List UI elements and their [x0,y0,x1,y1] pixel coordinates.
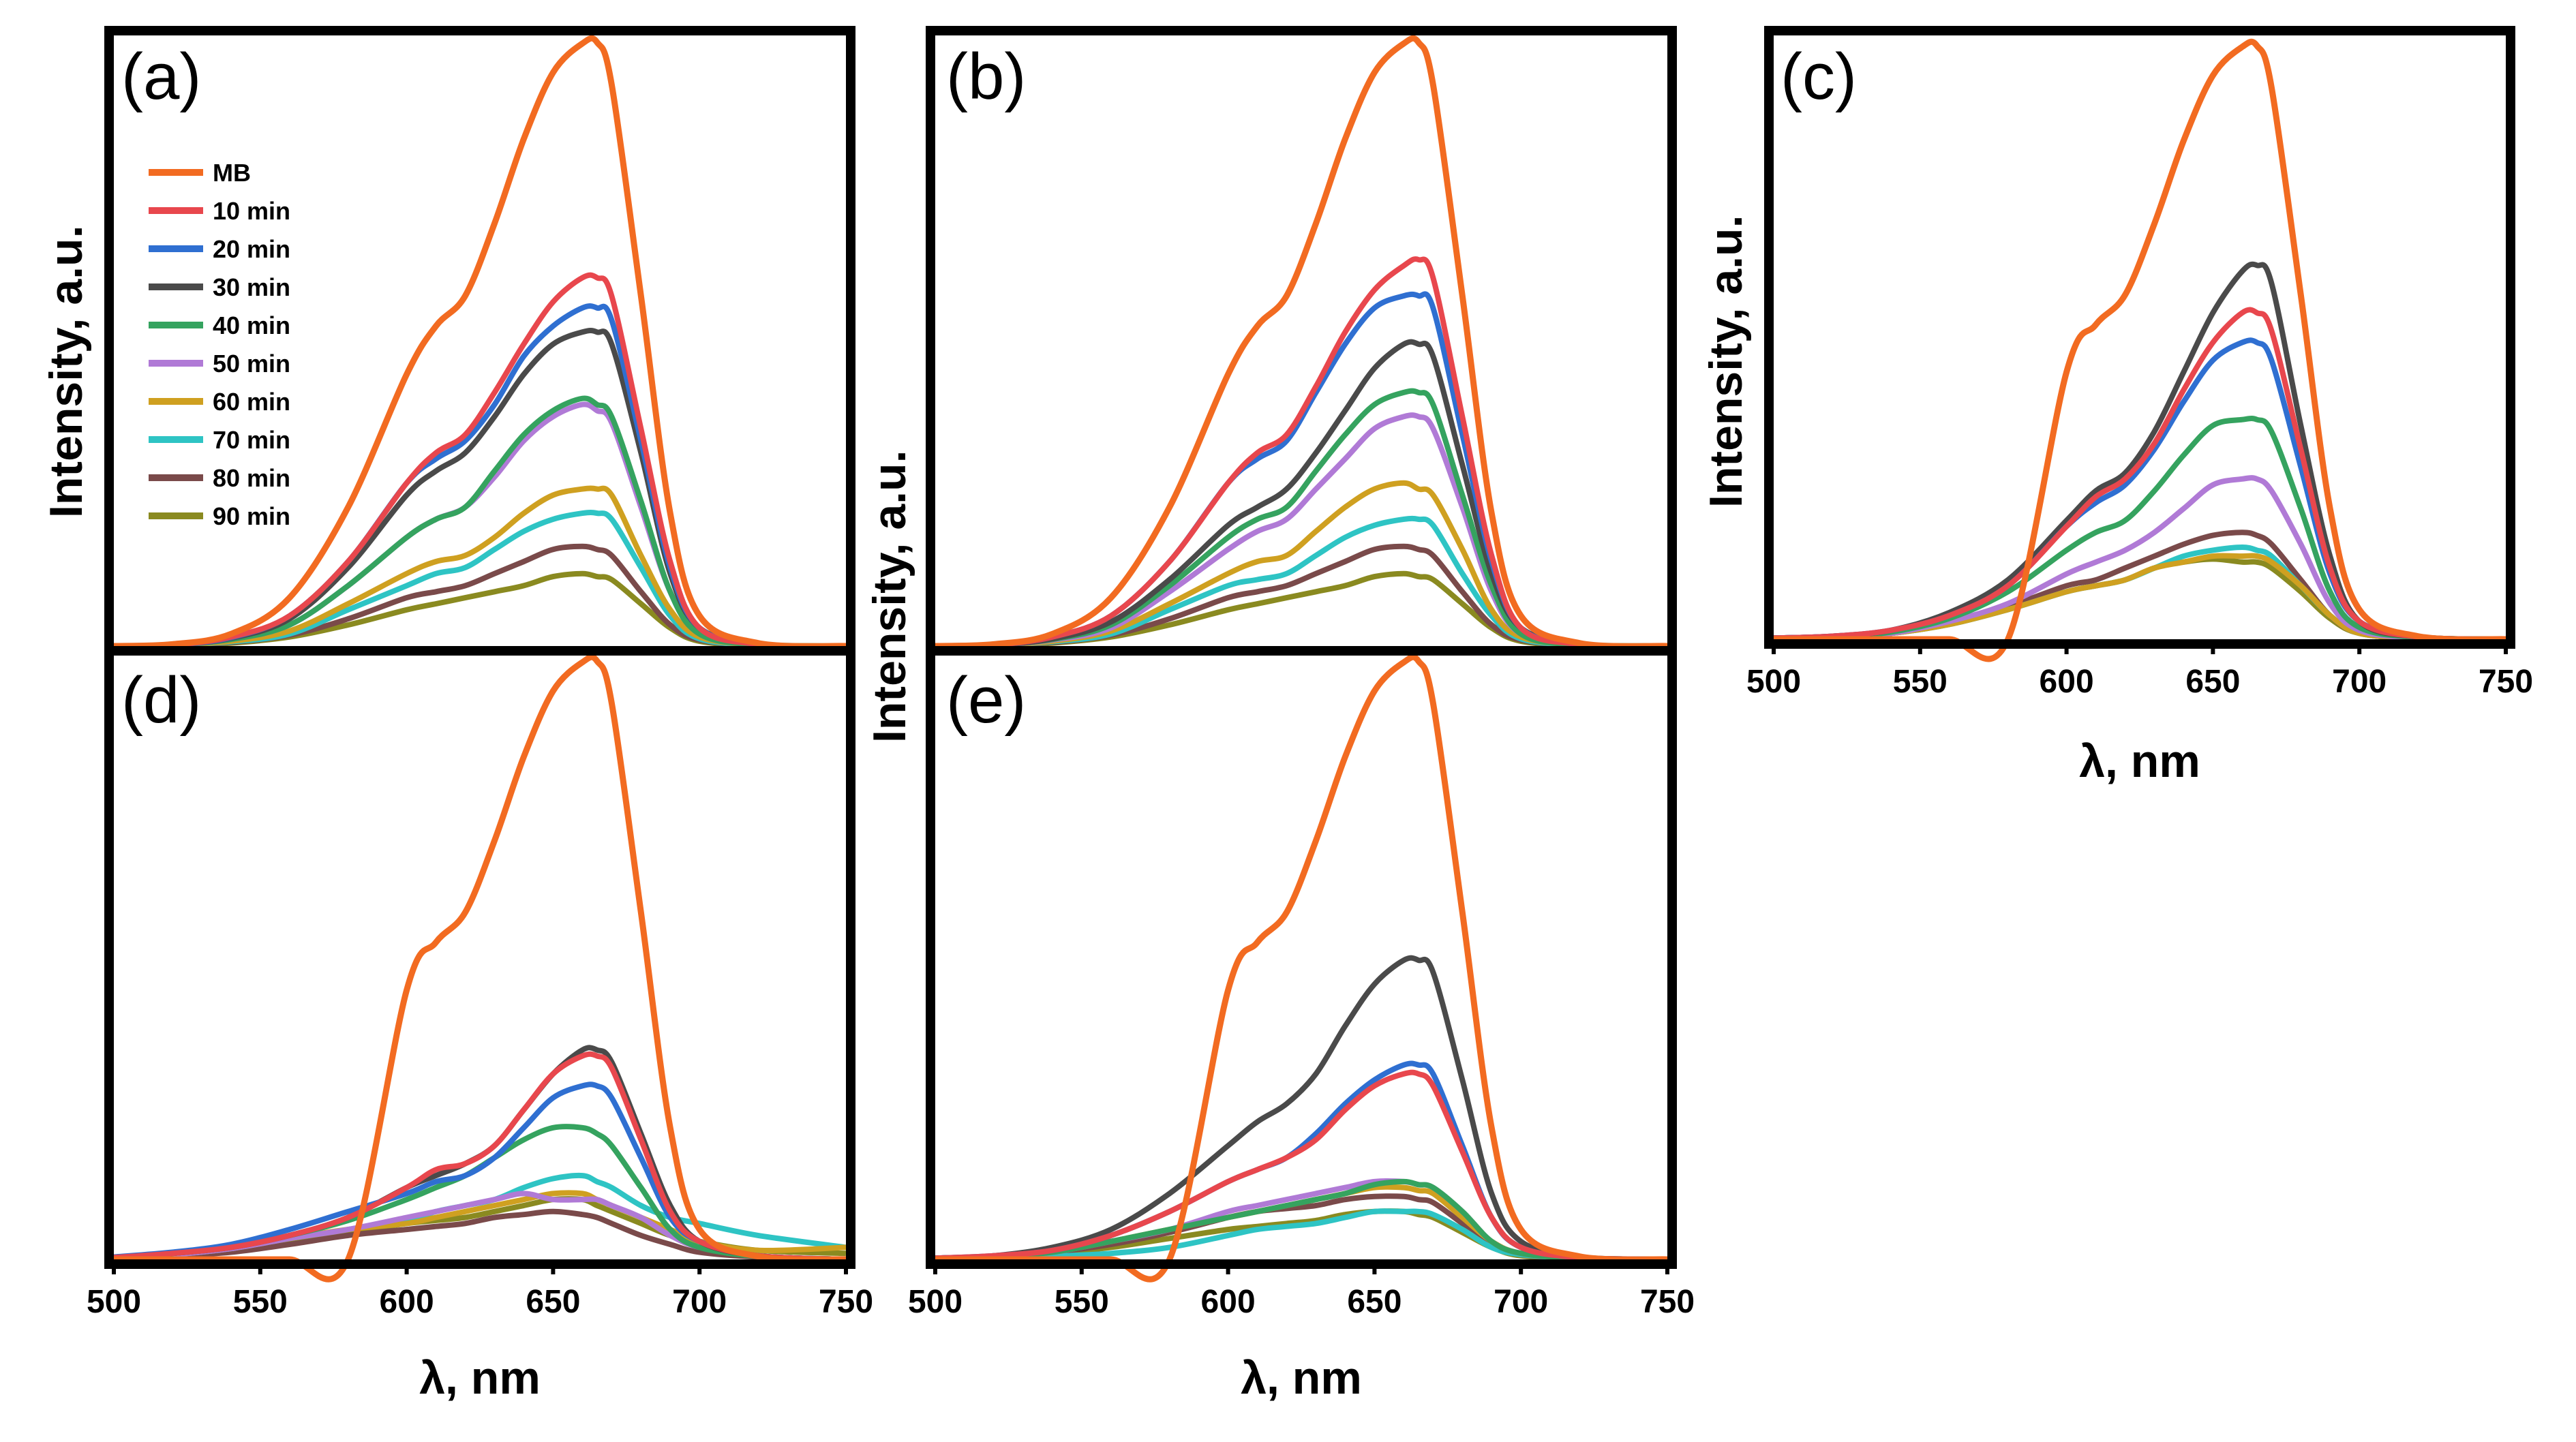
legend-label-30-min: 30 min [213,273,290,301]
panel-d-x-tick-label: 700 [672,1284,727,1320]
panel-c-series-30-min [1773,261,2506,642]
panel-c: (c) 500 550 600 650 700 750 [1746,26,2533,700]
legend-label-80-min: 80 min [213,464,290,492]
panel-e-label: (e) [946,664,1026,737]
panel-c-x-tick-label: 500 [1746,664,1801,700]
panel-c-series-60-min [1773,553,2506,642]
panel-e-series-70-min [935,1208,1668,1263]
panel-d-x-tick-label: 500 [87,1284,141,1320]
panel-c-series-mb [1774,38,2506,662]
panel-d-series-10-min [113,1051,847,1262]
panel-e-x-tick-label: 750 [1640,1284,1695,1320]
panel-e-x-tick-label: 650 [1347,1284,1401,1320]
panel-e-x-tick-label: 600 [1201,1284,1256,1320]
panel-d-series-80-min [113,1208,847,1262]
legend: MB 10 min 20 min 30 min 40 min 50 min 60 min 70… [149,159,290,530]
legend-label-20-min: 20 min [213,235,290,263]
panel-b-frame [926,26,1677,656]
panel-c-x-tick-label: 650 [2185,664,2240,700]
panel-d-label: (d) [121,664,201,737]
panel-b-series-40-min [935,388,1668,649]
panel-e: (e) 500 550 600 650 700 750 [908,646,1695,1320]
panel-c-label: (c) [1781,40,1857,113]
panel-b: (b) [926,26,1677,656]
panel-c-x-tick-label: 600 [2040,664,2094,700]
panel-e-frame [926,646,1677,1269]
x-axis-title-d: λ, nm [419,1352,541,1404]
panel-b-label: (b) [946,40,1026,113]
panel-d: (d) 500 550 600 650 700 750 [87,646,873,1320]
panel-b-lines [935,35,1668,649]
panel-b-series-30-min [935,339,1668,649]
panel-c-series-10-min [1773,307,2506,642]
panel-c-x-ticks: 500 550 600 650 700 750 [1746,644,2533,700]
legend-label-60-min: 60 min [213,388,290,416]
panel-c-x-tick-label: 700 [2332,664,2386,700]
panel-c-series-20-min [1773,337,2506,642]
panel-a-lines [113,35,847,649]
panel-c-x-tick-label: 750 [2479,664,2533,700]
panel-d-x-tick-label: 550 [233,1284,288,1320]
panel-d-x-tick-label: 600 [380,1284,434,1320]
panel-e-x-tick-label: 550 [1055,1284,1109,1320]
panel-e-series-mb [935,654,1668,1283]
panel-e-series-30-min [935,955,1668,1262]
panel-e-x-ticks: 500 550 600 650 700 750 [908,1264,1695,1320]
y-axis-title-right: Intensity, a.u. [1700,215,1752,508]
legend-label-mb: MB [213,159,251,187]
panel-e-series-10-min [935,1069,1668,1262]
y-axis-title-middle: Intensity, a.u. [864,450,915,743]
panel-d-x-tick-label: 750 [819,1284,873,1320]
panel-b-series-mb [935,35,1668,649]
panel-d-lines [113,654,847,1283]
panel-d-series-mb [114,654,847,1283]
panel-e-x-tick-label: 500 [908,1284,963,1320]
x-axis-title-e: λ, nm [1241,1352,1362,1404]
legend-label-40-min: 40 min [213,311,290,339]
panel-e-x-tick-label: 700 [1494,1284,1548,1320]
panel-e-lines [935,654,1668,1283]
panel-c-x-tick-label: 550 [1893,664,1948,700]
legend-label-50-min: 50 min [213,350,290,378]
panel-a-label: (a) [121,40,201,113]
panel-d-series-40-min [113,1124,847,1262]
panel-b-series-50-min [935,412,1668,649]
legend-label-10-min: 10 min [213,197,290,225]
panel-c-series-50-min [1773,475,2506,642]
y-axis-title-left: Intensity, a.u. [40,226,92,518]
panel-c-frame [1764,26,2515,649]
panel-a-series-40-min [113,395,847,649]
panel-b-series-10-min [935,256,1668,649]
legend-label-70-min: 70 min [213,426,290,454]
panel-a-series-10-min [113,272,847,649]
legend-label-90-min: 90 min [213,502,290,530]
panel-a-series-60-min [113,485,847,649]
x-axis-title-c: λ, nm [2079,735,2200,787]
panel-e-series-40-min [935,1178,1668,1262]
panel-d-x-ticks: 500 550 600 650 700 750 [87,1264,873,1320]
panel-d-frame [104,646,855,1269]
panel-c-series-80-min [1773,530,2506,642]
panel-d-x-tick-label: 650 [526,1284,580,1320]
panel-a-series-mb [113,35,847,649]
panel-a: (a) MB 10 min 20 min 30 min 40 min 50 min 60 m… [104,26,855,656]
panel-c-lines [1773,38,2506,662]
